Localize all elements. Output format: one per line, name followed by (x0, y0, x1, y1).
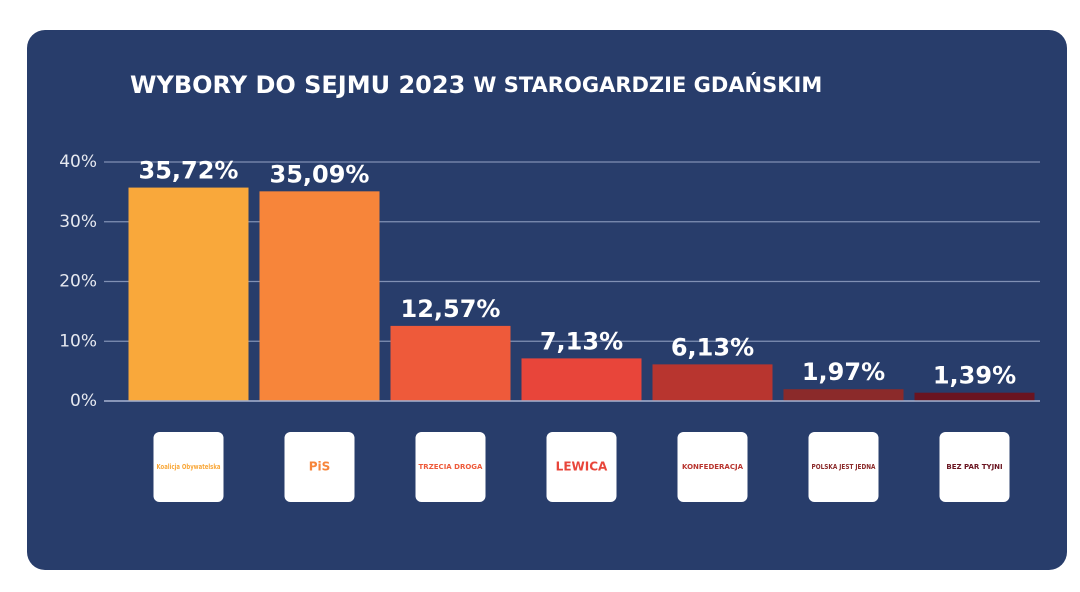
x-tick-label: Koalicja Obywatelska (157, 463, 221, 471)
party-logo (677, 432, 748, 502)
value-label: 1,39% (933, 362, 1016, 390)
chart-title-main: WYBORY DO SEJMU 2023 (130, 71, 465, 99)
party-logo (153, 432, 224, 502)
y-tick-label: 0% (70, 391, 97, 411)
value-label: 1,97% (802, 358, 885, 386)
party-logo (939, 432, 1010, 502)
bar (259, 191, 380, 401)
value-label: 12,57% (401, 295, 501, 323)
party-logo (546, 432, 617, 502)
x-tick-label: BEZ PAR TYJNI (946, 463, 1002, 471)
x-tick-label: PiS (309, 460, 331, 474)
value-label: 35,09% (270, 160, 370, 188)
y-tick-label: 20% (59, 272, 97, 292)
party-logo (808, 432, 879, 502)
x-tick-label: TRZECIA DROGA (419, 463, 484, 471)
bar (128, 187, 249, 401)
y-tick-label: 10% (59, 331, 97, 351)
bar (783, 389, 904, 401)
bar (652, 364, 773, 401)
value-label: 35,72% (139, 157, 239, 185)
value-label: 7,13% (540, 327, 623, 355)
x-tick-label: KONFEDERACJA (682, 463, 744, 471)
x-tick-label: POLSKA JEST JEDNA (812, 463, 876, 471)
bar (390, 325, 511, 401)
chart-title: WYBORY DO SEJMU 2023 W STAROGARDZIE GDAŃS… (130, 71, 822, 99)
bar (521, 358, 642, 401)
y-tick-label: 30% (59, 212, 97, 232)
y-tick-label: 40% (59, 152, 97, 172)
x-tick-label: LEWICA (556, 460, 608, 474)
party-logo (284, 432, 355, 502)
chart-subtitle: W STAROGARDZIE GDAŃSKIM (473, 72, 822, 97)
value-label: 6,13% (671, 333, 754, 361)
party-logo (415, 432, 486, 502)
bar (914, 392, 1035, 401)
